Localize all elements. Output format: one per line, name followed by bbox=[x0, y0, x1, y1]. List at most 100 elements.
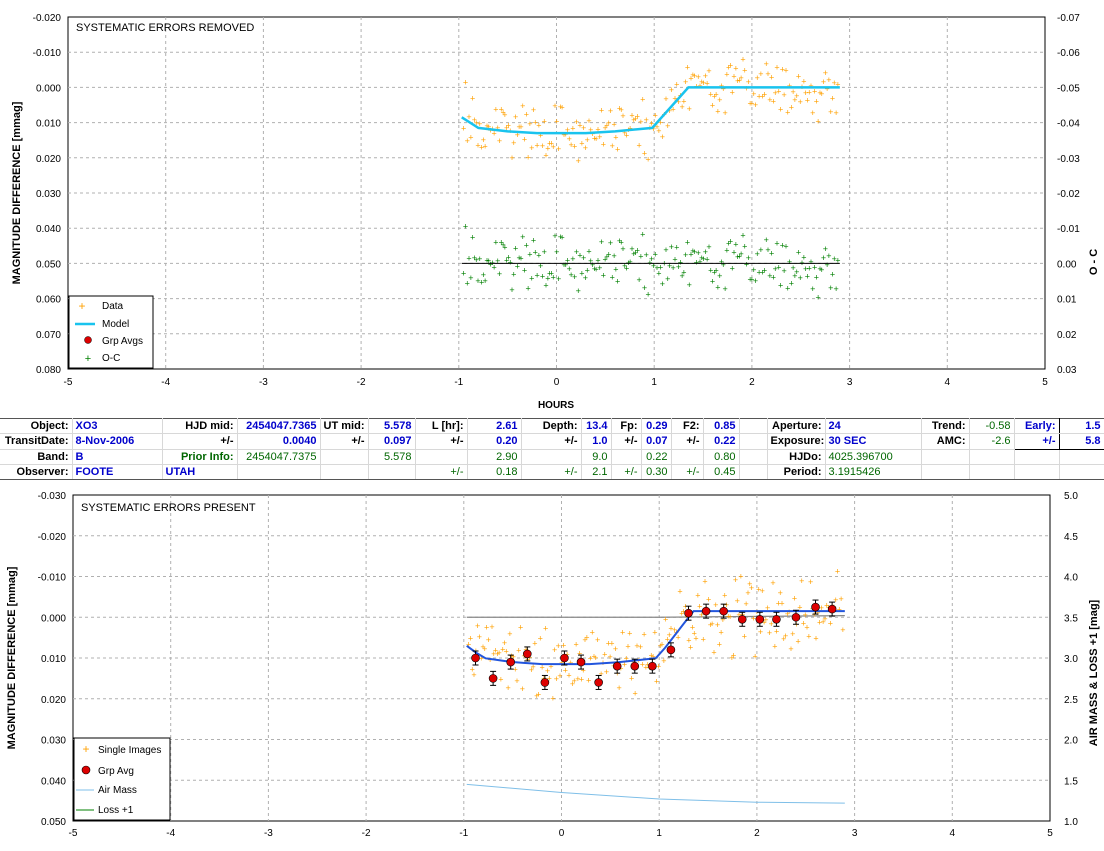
top-data-point: + bbox=[823, 68, 828, 78]
top-oc-point: + bbox=[672, 255, 677, 265]
top-oc-point: + bbox=[665, 274, 670, 284]
trend-value: -0.58 bbox=[969, 417, 1015, 435]
bottom-data-point: + bbox=[720, 615, 725, 625]
top-oc-point: + bbox=[624, 264, 629, 274]
top-data-point: + bbox=[620, 111, 625, 121]
top-data-point: + bbox=[522, 134, 527, 144]
bottom-data-point: + bbox=[701, 635, 706, 645]
bottom-data-point: + bbox=[819, 603, 824, 613]
top-data-point: + bbox=[699, 77, 704, 87]
top-oc-point: + bbox=[762, 266, 767, 276]
top-oc-point: + bbox=[497, 269, 502, 279]
bottom-data-point: + bbox=[833, 595, 838, 605]
top-y-tick: -0.020 bbox=[33, 13, 62, 24]
bottom-data-point: + bbox=[735, 596, 740, 606]
top-oc-point: + bbox=[726, 239, 731, 249]
bottom-data-point: + bbox=[713, 600, 718, 610]
prior-hjd: 2454047.7375 bbox=[237, 449, 321, 465]
bottom-data-point: + bbox=[715, 620, 720, 630]
bottom-y-tick: -0.030 bbox=[38, 491, 67, 502]
top-data-point: + bbox=[771, 96, 776, 106]
top-data-point: + bbox=[764, 59, 769, 69]
top-data-point: + bbox=[497, 136, 502, 146]
bottom-data-point: + bbox=[480, 642, 485, 652]
top-oc-point: + bbox=[776, 263, 781, 273]
top-oc-point: + bbox=[692, 247, 697, 257]
bottom-data-point: + bbox=[706, 595, 711, 605]
top-data-point: + bbox=[606, 118, 611, 128]
early-value: 1.5 bbox=[1059, 417, 1104, 435]
bottom-data-point: + bbox=[683, 602, 688, 612]
bottom-y2-tick: 4.5 bbox=[1064, 532, 1078, 543]
top-data-point: + bbox=[671, 104, 676, 114]
top-data-point: + bbox=[547, 138, 552, 148]
top-x-tick: -2 bbox=[357, 377, 366, 388]
top-data-point: + bbox=[708, 89, 713, 99]
bottom-data-point: + bbox=[516, 645, 521, 655]
top-oc-point: + bbox=[581, 253, 586, 263]
top-data-point: + bbox=[808, 81, 813, 91]
top-data-point: + bbox=[739, 73, 744, 83]
top-oc-point: + bbox=[663, 245, 668, 255]
top-data-point: + bbox=[810, 108, 815, 118]
bottom-data-point: + bbox=[824, 601, 829, 611]
top-oc-point: + bbox=[817, 264, 822, 274]
bottom-data-point: + bbox=[511, 652, 516, 662]
top-oc-point: + bbox=[567, 264, 572, 274]
top-data-point: + bbox=[520, 101, 525, 111]
bottom-data-point: + bbox=[702, 577, 707, 587]
legend-model-label: Model bbox=[102, 319, 129, 330]
bottom-data-point: + bbox=[792, 593, 797, 603]
prior-depth: 9.0 bbox=[581, 449, 612, 465]
top-data-point: + bbox=[651, 124, 656, 134]
prior-fp-pm: +/- bbox=[611, 464, 642, 481]
bottom-x-tick: -2 bbox=[362, 828, 371, 839]
top-data-point: + bbox=[773, 88, 778, 98]
top-data-point: + bbox=[783, 65, 788, 75]
top-data-point: + bbox=[608, 106, 613, 116]
bottom-data-point: + bbox=[676, 632, 681, 642]
top-data-point: + bbox=[645, 155, 650, 165]
top-oc-point: + bbox=[685, 238, 690, 248]
bottom-data-point: + bbox=[767, 628, 772, 638]
legend-grp-marker bbox=[84, 336, 92, 344]
bottom-data-point: + bbox=[491, 649, 496, 659]
top-data-point: + bbox=[617, 104, 622, 114]
top-oc-point: + bbox=[495, 256, 500, 266]
bottom-data-point: + bbox=[726, 612, 731, 622]
top-data-point: + bbox=[610, 141, 615, 151]
top-oc-point: + bbox=[697, 257, 702, 267]
bottom-data-point: + bbox=[618, 663, 623, 673]
bottom-data-point: + bbox=[695, 590, 700, 600]
bottom-data-point: + bbox=[749, 583, 754, 593]
top-y-tick: 0.040 bbox=[36, 224, 61, 235]
top-oc-point: + bbox=[746, 253, 751, 263]
top-oc-point: + bbox=[730, 263, 735, 273]
bottom-data-point: + bbox=[500, 644, 505, 654]
top-data-point: + bbox=[742, 65, 747, 75]
top-oc-point: + bbox=[688, 250, 693, 260]
top-data-point: + bbox=[713, 89, 718, 99]
bottom-data-point: + bbox=[579, 674, 584, 684]
bottom-y2-tick-labels: 5.0 4.5 4.0 3.5 3.0 2.5 2.0 1.5 1.0 bbox=[1064, 491, 1078, 828]
top-data-point: + bbox=[619, 105, 624, 115]
grp-avg-point bbox=[488, 674, 498, 683]
top-oc-point: + bbox=[470, 233, 475, 243]
bottom-data-point: + bbox=[563, 665, 568, 675]
bottom-data-point: + bbox=[729, 653, 734, 663]
bottom-x-tick: 0 bbox=[559, 828, 565, 839]
top-data-point: + bbox=[515, 130, 520, 140]
top-data-point: + bbox=[674, 80, 679, 90]
top-oc-point: + bbox=[823, 244, 828, 254]
prior-depth-pm: +/- bbox=[521, 464, 582, 481]
bottom-y2-axis-label: AIR MASS & LOSS +1 [mag] bbox=[1088, 599, 1100, 746]
top-oc-point: + bbox=[787, 257, 792, 267]
top-oc-point: + bbox=[678, 257, 683, 267]
top-data-point: + bbox=[479, 142, 484, 152]
top-oc-point: + bbox=[722, 284, 727, 294]
top-oc-point: + bbox=[764, 235, 769, 245]
top-oc-point: + bbox=[790, 263, 795, 273]
top-oc-point: + bbox=[520, 232, 525, 242]
top-data-point: + bbox=[679, 102, 684, 112]
bottom-data-point: + bbox=[552, 645, 557, 655]
